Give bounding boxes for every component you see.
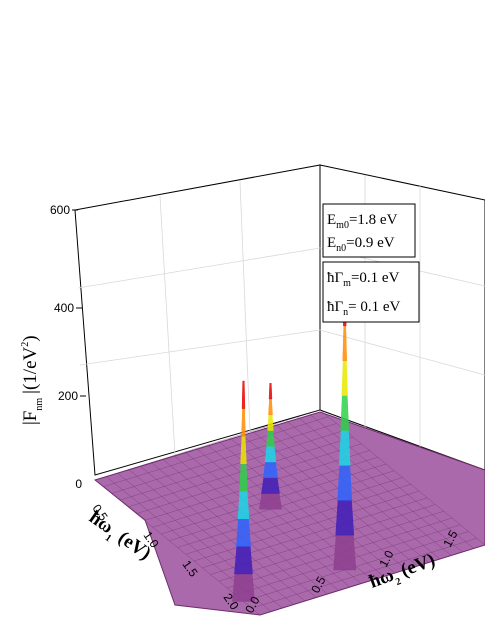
param-en0: En0=0.9 eV <box>327 235 395 254</box>
param-gamma-m: ħΓm=0.1 eV <box>327 270 400 289</box>
svg-text:|Fnm|(1/eV2): |Fnm|(1/eV2) <box>20 335 45 425</box>
z-tick-label: 200 <box>58 389 78 403</box>
z-axis-label: |Fnm|(1/eV2) <box>20 335 45 425</box>
peak-band <box>241 380 246 409</box>
mesh-line <box>229 437 396 574</box>
mesh-line <box>193 490 420 562</box>
z-tick-label: 600 <box>50 203 70 217</box>
peak-band <box>264 446 277 463</box>
mesh-line <box>308 413 474 549</box>
mesh-line <box>185 484 411 555</box>
z-axis-ticks: 600 400 200 0 <box>50 203 86 491</box>
peak-band <box>239 463 248 492</box>
mesh-line <box>274 423 441 560</box>
peak-band <box>234 546 253 575</box>
mesh-line <box>259 544 485 616</box>
peak-band <box>266 430 275 447</box>
parameter-box-widths: ħΓm=0.1 eV ħΓn= 0.1 eV <box>322 261 420 323</box>
peak-band <box>335 500 355 536</box>
mesh-line <box>297 416 463 553</box>
mesh-line <box>251 538 477 609</box>
peak-band <box>259 493 282 510</box>
parameter-box-energies: Em0=1.8 eV En0=0.9 eV <box>322 203 416 258</box>
peak-band <box>263 461 278 478</box>
z-tick-label: 400 <box>54 301 74 315</box>
mesh-line <box>218 511 444 582</box>
param-em0: Em0=1.8 eV <box>327 212 398 231</box>
peak-band <box>339 430 351 466</box>
surface-peak <box>333 290 357 571</box>
surface-peaks <box>232 290 357 602</box>
mesh-line <box>286 420 452 556</box>
peak-band <box>337 465 353 501</box>
surface-peak <box>232 380 255 602</box>
peak-band <box>237 491 250 520</box>
peak-band <box>236 518 251 547</box>
surface-mesh <box>93 290 485 616</box>
mesh-line <box>243 531 469 602</box>
mesh-line <box>218 441 384 577</box>
surface-peak <box>259 383 282 510</box>
peak-band <box>333 534 357 571</box>
peak-band <box>340 395 350 431</box>
param-gamma-n: ħΓn= 0.1 eV <box>327 299 401 318</box>
z-tick-label: 0 <box>75 477 82 491</box>
peak-band <box>268 383 273 400</box>
mesh-line <box>252 430 418 567</box>
surface-mesh-lines <box>94 409 485 616</box>
peak-band <box>261 477 280 494</box>
